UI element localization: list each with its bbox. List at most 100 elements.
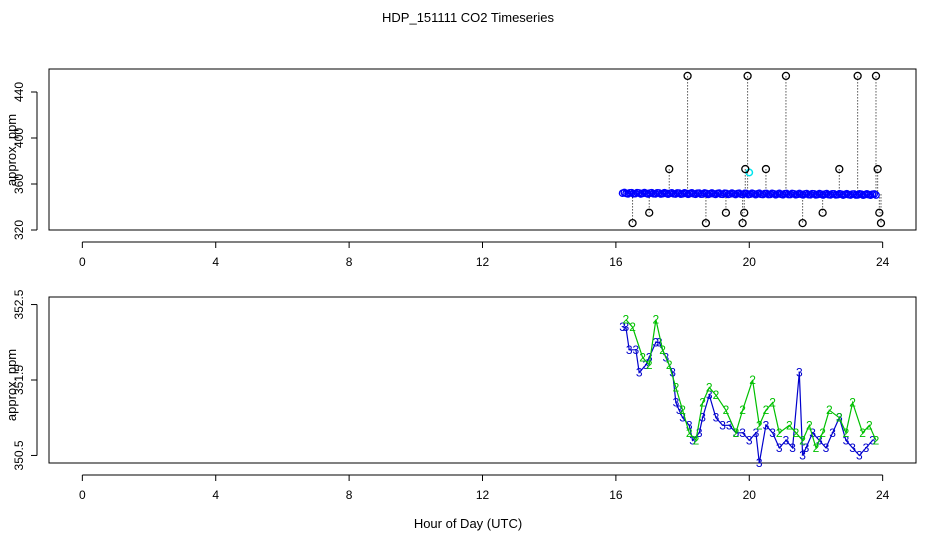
series-3-marker: 3 bbox=[769, 426, 776, 440]
series-3-marker: 3 bbox=[679, 411, 686, 425]
series-2-marker: 2 bbox=[819, 426, 826, 440]
series-3-marker: 3 bbox=[673, 396, 680, 410]
series-3-marker: 3 bbox=[776, 441, 783, 455]
series-2-marker: 2 bbox=[653, 313, 660, 327]
top-x-tick-label: 12 bbox=[476, 255, 490, 269]
series-3-marker: 3 bbox=[676, 403, 683, 417]
outlier-point bbox=[683, 71, 692, 81]
series-2-marker: 2 bbox=[836, 411, 843, 425]
series-3-marker: 3 bbox=[633, 343, 640, 357]
bottom-x-tick-label: 0 bbox=[79, 488, 86, 502]
bottom-y-tick-label: 352.5 bbox=[12, 289, 26, 319]
series-2-marker: 2 bbox=[706, 381, 713, 395]
top-x-tick-label: 20 bbox=[743, 255, 757, 269]
bottom-y-tick-label: 351.5 bbox=[12, 365, 26, 395]
series-3-marker: 3 bbox=[623, 320, 630, 334]
outlier-point bbox=[741, 164, 750, 174]
top-y-tick-label: 320 bbox=[12, 220, 26, 240]
series-2-marker: 2 bbox=[713, 388, 720, 402]
series-3-marker: 3 bbox=[713, 411, 720, 425]
series-2-marker: 2 bbox=[786, 418, 793, 432]
series-2-marker: 2 bbox=[873, 433, 880, 447]
series-3-marker: 3 bbox=[699, 411, 706, 425]
series-2-marker: 2 bbox=[859, 426, 866, 440]
series-2-marker: 2 bbox=[646, 358, 653, 372]
series-2-marker: 2 bbox=[673, 381, 680, 395]
series-3-marker: 3 bbox=[823, 441, 830, 455]
top-panel: approx. ppm 0 4 8 12 16 20 24 320 360 400 440 bbox=[4, 68, 917, 269]
outlier-point bbox=[645, 208, 654, 217]
series-3-marker: 3 bbox=[626, 343, 633, 357]
outlier-point bbox=[761, 164, 771, 174]
top-x-tick-label: 16 bbox=[609, 255, 623, 269]
series-2-marker: 2 bbox=[763, 403, 770, 417]
series-3-marker: 3 bbox=[809, 426, 816, 440]
series-2-marker: 2 bbox=[813, 441, 820, 455]
series-2-marker: 2 bbox=[849, 396, 856, 410]
series-2-marker: 2 bbox=[699, 396, 706, 410]
series-2-marker: 2 bbox=[623, 313, 630, 327]
series-3-marker: 3 bbox=[753, 426, 760, 440]
series-3-marker: 3 bbox=[763, 418, 770, 432]
series-3-marker: 3 bbox=[619, 320, 626, 334]
series-3-marker: 3 bbox=[869, 433, 876, 447]
series-2-marker: 2 bbox=[666, 358, 673, 372]
bottom-x-tick-label: 8 bbox=[346, 488, 353, 502]
series-2-marker: 2 bbox=[723, 403, 730, 417]
series-3-marker: 3 bbox=[739, 426, 746, 440]
series-3-marker: 3 bbox=[669, 365, 676, 379]
bottom-x-tick-label: 12 bbox=[476, 488, 490, 502]
top-y-axis-label: approx. ppm bbox=[4, 114, 19, 186]
series-3-marker: 3 bbox=[706, 388, 713, 402]
outlier-point bbox=[721, 208, 731, 217]
series-3-marker: 3 bbox=[799, 448, 806, 462]
bottom-plot-frame bbox=[48, 296, 917, 464]
x-axis-label: Hour of Day (UTC) bbox=[414, 516, 522, 531]
series-2-marker: 2 bbox=[739, 403, 746, 417]
series-3-marker: 3 bbox=[849, 441, 856, 455]
series-2-marker: 2 bbox=[756, 418, 763, 432]
series-3-marker: 3 bbox=[686, 418, 693, 432]
chart-title: HDP_151111 CO2 Timeseries bbox=[382, 10, 554, 25]
series-3-marker: 3 bbox=[756, 456, 763, 470]
series-3-marker: 3 bbox=[689, 433, 696, 447]
series-2-marker: 2 bbox=[693, 433, 700, 447]
outlier-point bbox=[876, 218, 886, 228]
series-2-marker: 2 bbox=[793, 426, 800, 440]
bottom-x-tick-label: 24 bbox=[876, 488, 890, 502]
series-2-marker: 2 bbox=[769, 396, 776, 410]
series-2-marker: 2 bbox=[679, 403, 686, 417]
series-3-marker: 3 bbox=[643, 358, 650, 372]
series-2-marker: 2 bbox=[866, 418, 873, 432]
series-2-marker: 2 bbox=[843, 426, 850, 440]
outlier-point bbox=[818, 208, 827, 217]
series-3-marker: 3 bbox=[783, 433, 790, 447]
series-2-marker: 2 bbox=[686, 426, 693, 440]
series-3-marker: 3 bbox=[636, 365, 643, 379]
top-x-tick-label: 4 bbox=[212, 255, 219, 269]
series-3-marker: 3 bbox=[803, 441, 810, 455]
outlier-point bbox=[873, 164, 882, 174]
bottom-x-tick-label: 4 bbox=[212, 488, 219, 502]
series-3-marker: 3 bbox=[856, 448, 863, 462]
bottom-x-tick-label: 16 bbox=[609, 488, 623, 502]
outlier-point bbox=[875, 208, 884, 217]
outlier-point bbox=[628, 218, 637, 228]
series-2-marker: 2 bbox=[826, 403, 833, 417]
series-2-marker: 2 bbox=[733, 426, 740, 440]
top-x-tick-label: 8 bbox=[346, 255, 353, 269]
outlier-point bbox=[743, 71, 752, 81]
top-y-tick-label: 360 bbox=[12, 174, 26, 194]
series-2-marker: 2 bbox=[806, 418, 813, 432]
outlier-point bbox=[781, 71, 791, 81]
top-x-tick-label: 0 bbox=[79, 255, 86, 269]
series-3-marker: 3 bbox=[653, 335, 660, 349]
series-3-marker: 3 bbox=[646, 350, 653, 364]
series-2-marker: 2 bbox=[629, 320, 636, 334]
top-x-tick-label: 24 bbox=[876, 255, 890, 269]
series-3-marker: 3 bbox=[696, 426, 703, 440]
top-y-tick-label: 400 bbox=[12, 128, 26, 148]
outlier-point bbox=[871, 71, 881, 81]
bottom-x-tick-label: 20 bbox=[743, 488, 757, 502]
